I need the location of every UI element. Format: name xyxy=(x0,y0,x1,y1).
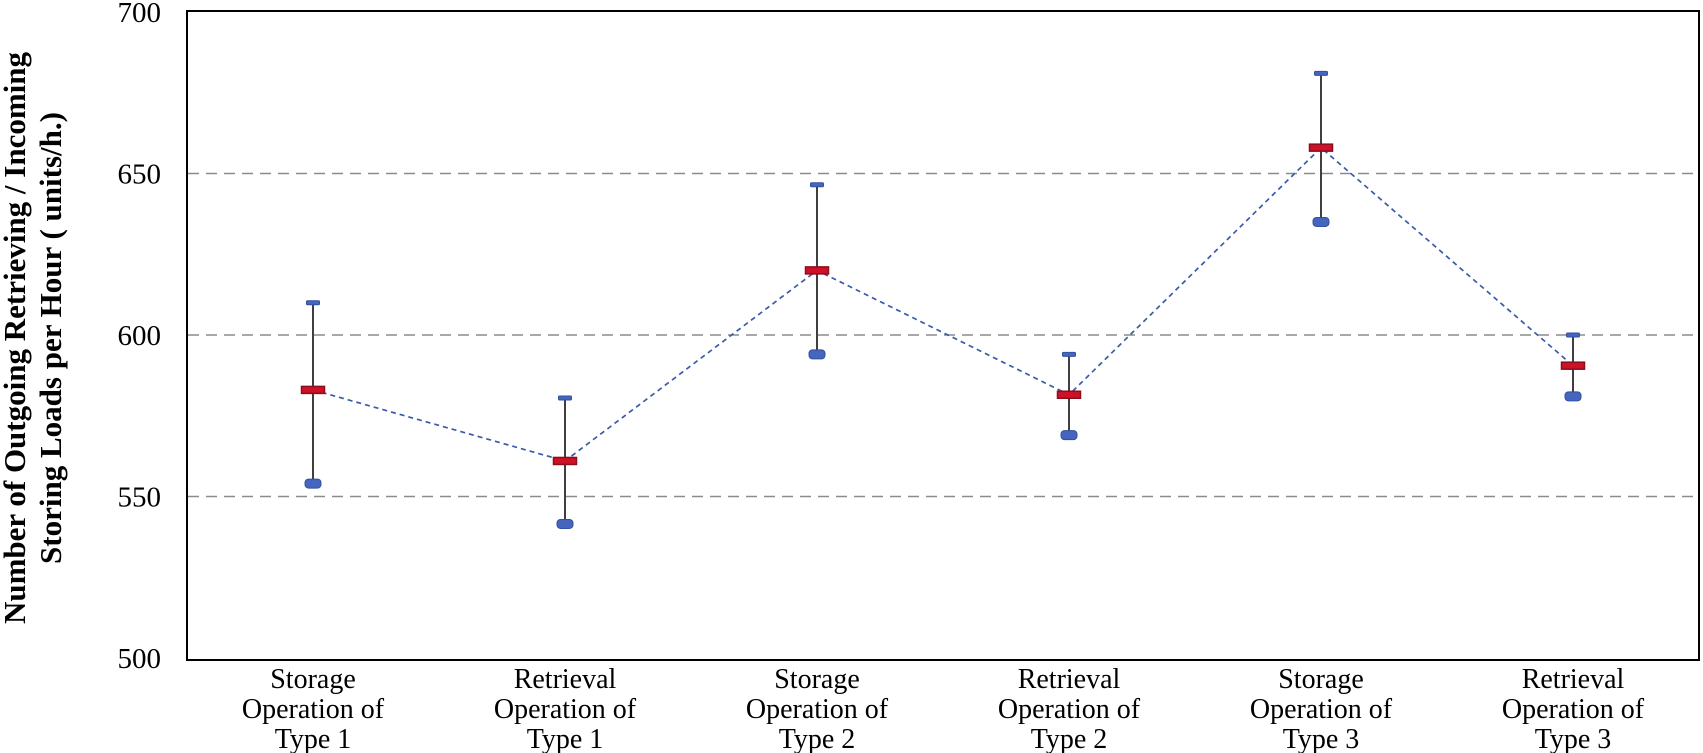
interval-group xyxy=(300,300,326,489)
y-tick-label: 550 xyxy=(118,482,162,514)
plot-frame xyxy=(186,10,1700,661)
interval-cap-lower xyxy=(556,518,574,529)
y-axis-title-line: Number of Outgoing Retrieving / Incoming xyxy=(0,51,32,624)
plot-frame-layer xyxy=(186,10,1700,661)
x-category-label-line: Type 3 xyxy=(1283,724,1360,753)
interval-group xyxy=(1308,70,1334,227)
x-category-label-line: Retrieval xyxy=(1018,664,1121,695)
plot-background-layer xyxy=(187,11,1699,660)
interval-cap-upper xyxy=(1314,70,1328,76)
x-category-label-line: Storage xyxy=(774,664,860,695)
x-category-label-line: Operation of xyxy=(1502,694,1645,725)
x-category-label-line: Storage xyxy=(1278,664,1364,695)
interval-cap-lower xyxy=(1312,216,1330,227)
x-category-label-line: Type 3 xyxy=(1535,724,1612,753)
y-tick-label: 700 xyxy=(118,0,162,29)
y-tick-label: 500 xyxy=(118,643,162,675)
x-category-label-line: Type 2 xyxy=(779,724,856,753)
y-tick-labels-layer: 700 650 600 550 500 xyxy=(118,0,162,675)
mean-connector-line xyxy=(312,146,1574,462)
x-category-label-line: Operation of xyxy=(998,694,1141,725)
mean-marker xyxy=(804,266,830,275)
x-category-label-line: Operation of xyxy=(746,694,889,725)
x-category-label-line: Type 1 xyxy=(275,724,352,753)
interval-cap-upper xyxy=(1566,332,1580,338)
interval-group xyxy=(804,182,830,360)
x-category-label-line: Type 2 xyxy=(1031,724,1108,753)
x-category-label-line: Type 1 xyxy=(527,724,604,753)
y-axis-title-layer: Number of Outgoing Retrieving / Incoming… xyxy=(0,51,68,624)
y-tick-label: 600 xyxy=(118,320,162,352)
mean-marker xyxy=(300,385,326,395)
interval-cap-upper xyxy=(558,395,572,401)
y-axis-title-line: Storing Loads per Hour ( units/h.) xyxy=(33,112,68,564)
interval-cap-upper xyxy=(1062,351,1076,357)
interval-cap-lower xyxy=(1060,430,1078,441)
x-category-label-line: Operation of xyxy=(1250,694,1393,725)
interval-group xyxy=(1056,351,1082,441)
x-category-label-line: Retrieval xyxy=(1522,664,1625,695)
mean-connector-layer xyxy=(312,146,1574,462)
interval-series-layer xyxy=(300,70,1586,529)
plot-area xyxy=(187,11,1699,660)
x-category-label-line: Retrieval xyxy=(514,664,617,695)
interval-group xyxy=(1560,332,1586,402)
interval-group xyxy=(552,395,578,529)
mean-marker xyxy=(1056,390,1082,400)
interval-cap-lower xyxy=(304,478,322,489)
interval-cap-upper xyxy=(306,300,320,306)
mean-marker xyxy=(1308,143,1334,152)
x-category-label-line: Operation of xyxy=(242,694,385,725)
interval-cap-upper xyxy=(810,182,824,188)
mean-marker xyxy=(1560,361,1586,370)
interval-cap-lower xyxy=(808,349,826,360)
mean-marker xyxy=(552,456,578,466)
y-tick-label: 650 xyxy=(118,159,162,191)
x-category-label-line: Storage xyxy=(270,664,356,695)
x-category-label-line: Operation of xyxy=(494,694,637,725)
interval-cap-lower xyxy=(1564,391,1582,402)
